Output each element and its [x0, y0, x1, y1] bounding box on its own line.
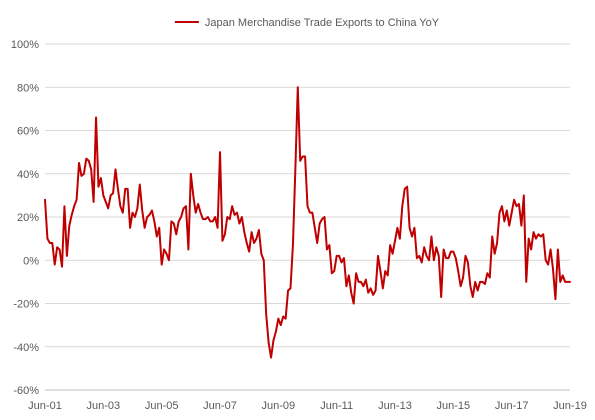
- y-tick-label: -40%: [13, 342, 39, 354]
- x-tick-label: Jun-15: [437, 400, 471, 412]
- y-tick-label: 0%: [23, 255, 39, 267]
- x-tick-label: Jun-19: [553, 400, 587, 412]
- x-tick-label: Jun-07: [203, 400, 237, 412]
- y-tick-label: -60%: [13, 385, 39, 397]
- y-tick-label: 80%: [17, 82, 39, 94]
- axes: -60% -40% -20% 0% 20% 40% 60% 80% 100% Jun-01 Jun-…: [11, 39, 587, 412]
- x-tick-label: Jun-05: [145, 400, 179, 412]
- y-tick-label: 40%: [17, 169, 39, 181]
- x-tick-label: Jun-09: [262, 400, 296, 412]
- y-tick-label: 100%: [11, 39, 39, 51]
- y-tick-label: 20%: [17, 212, 39, 224]
- y-tick-label: 60%: [17, 126, 39, 138]
- legend-label: Japan Merchandise Trade Exports to China…: [205, 17, 440, 29]
- y-tick-label: -20%: [13, 299, 39, 311]
- series-line: [44, 86, 571, 359]
- x-tick-label: Jun-11: [320, 400, 353, 412]
- x-tick-label: Jun-03: [87, 400, 121, 412]
- series-layer: [44, 86, 571, 359]
- x-tick-label: Jun-13: [378, 400, 412, 412]
- x-tick-label: Jun-01: [28, 400, 62, 412]
- x-tick-label: Jun-17: [495, 400, 529, 412]
- legend: Japan Merchandise Trade Exports to China…: [174, 17, 440, 29]
